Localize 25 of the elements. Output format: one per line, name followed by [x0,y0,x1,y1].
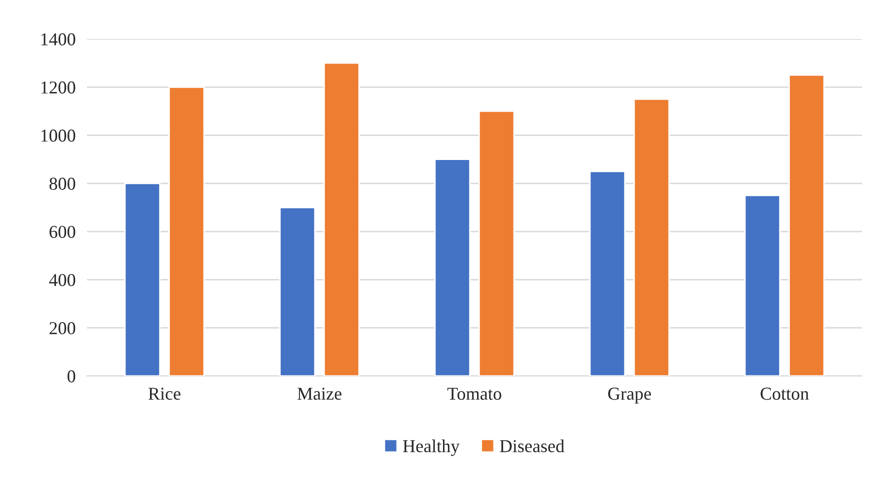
bar [279,206,316,376]
bar [323,62,360,376]
x-tick-label: Cotton [760,388,809,400]
bar [168,86,205,376]
bar [124,182,161,376]
x-tick-label: Tomato [447,388,502,400]
x-tick-label: Grape [608,388,651,404]
y-tick-label: 400 [49,274,76,286]
x-tick-label: Rice [148,388,180,400]
y-tick-label: 200 [50,322,76,334]
x-tick-label: Maize [297,388,342,400]
bar [434,158,471,376]
y-tick-label: 600 [50,226,76,238]
legend-label: Healthy [403,440,460,456]
y-tick-label: 0 [68,370,76,382]
bar [589,170,626,376]
bar [633,98,670,376]
y-tick-label: 1200 [41,81,76,94]
legend-label: Diseased [500,440,564,452]
bar [788,74,825,376]
y-tick-label: 1400 [41,33,76,46]
bar [478,110,515,376]
bar [744,194,781,376]
y-tick-label: 800 [49,178,76,190]
y-tick-label: 1000 [41,130,76,142]
